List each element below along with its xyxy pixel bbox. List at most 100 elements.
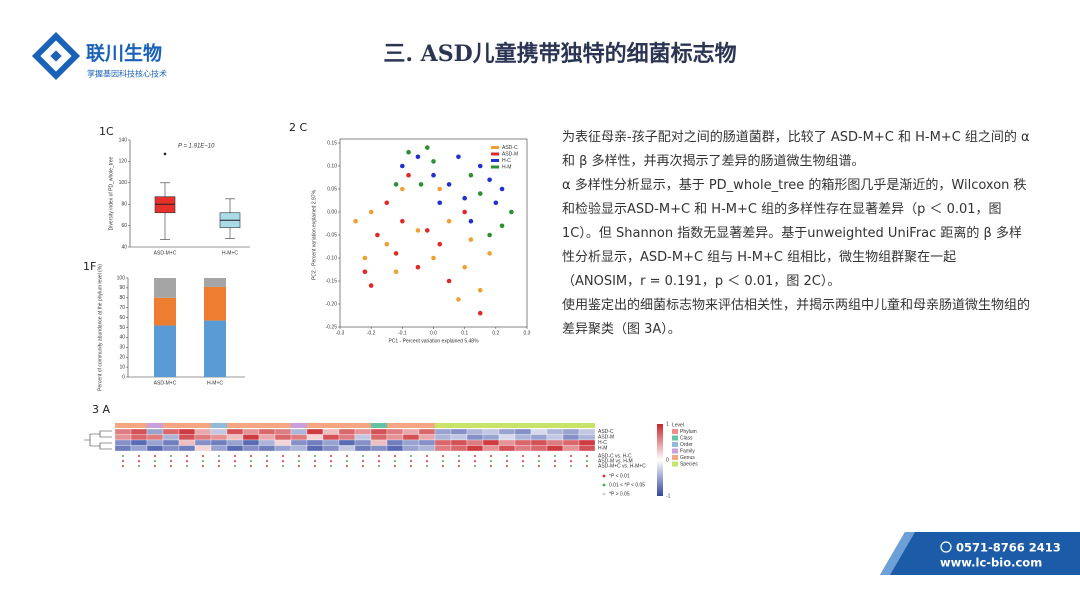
row-label: H-C bbox=[598, 440, 607, 446]
heat-cell bbox=[178, 428, 196, 435]
paragraph: 使用鉴定出的细菌标志物来评估相关性，并揭示两组中儿童和母亲肠道微生物组的差异聚类… bbox=[562, 298, 1031, 337]
level-cell bbox=[195, 423, 211, 428]
heat-cell bbox=[434, 428, 452, 435]
point bbox=[499, 186, 505, 192]
x-tick-label: 0.1 bbox=[461, 330, 468, 336]
legend-swatch bbox=[491, 159, 499, 162]
heat-cell bbox=[434, 439, 452, 446]
heat-cell bbox=[130, 445, 148, 452]
point bbox=[415, 228, 421, 233]
heat-cell bbox=[450, 434, 468, 441]
sig-dot bbox=[330, 455, 332, 457]
point bbox=[487, 232, 492, 238]
heat-cell bbox=[114, 439, 132, 446]
heat-cell bbox=[258, 439, 276, 446]
heat-cell bbox=[338, 428, 356, 435]
heat-cell bbox=[370, 445, 388, 452]
heat-cell bbox=[210, 434, 228, 441]
level-cell bbox=[275, 423, 291, 428]
heat-cell bbox=[402, 434, 420, 441]
heat-cell bbox=[546, 439, 564, 446]
sig-dot bbox=[138, 465, 140, 467]
point bbox=[446, 218, 452, 224]
sig-dot bbox=[202, 460, 204, 462]
heat-cell bbox=[562, 439, 580, 446]
bar-segment bbox=[154, 278, 176, 298]
heat-cell bbox=[546, 428, 564, 435]
sig-dot bbox=[266, 460, 268, 462]
sig-dot bbox=[554, 460, 556, 462]
heat-cell bbox=[482, 445, 500, 452]
y-tick-label: -0.15 bbox=[326, 278, 338, 284]
sig-dot bbox=[234, 465, 236, 467]
bar-segment bbox=[154, 297, 176, 326]
heat-cell bbox=[530, 439, 548, 446]
sig-dot bbox=[490, 465, 492, 467]
heat-cell bbox=[306, 428, 324, 435]
heat-cell bbox=[242, 428, 260, 435]
bar-segment bbox=[154, 325, 176, 377]
y-tick-label: 100 bbox=[117, 275, 126, 281]
level-cell bbox=[115, 423, 131, 428]
heat-cell bbox=[194, 439, 212, 446]
heat-cell bbox=[322, 445, 340, 452]
heat-cell bbox=[498, 428, 516, 435]
legend-label: Order bbox=[680, 442, 693, 448]
heat-cell bbox=[418, 428, 436, 435]
sig-dot bbox=[586, 460, 588, 462]
heat-cell bbox=[418, 434, 436, 441]
footer-stripe bbox=[880, 532, 915, 575]
sig-dot bbox=[426, 465, 428, 467]
point bbox=[431, 172, 436, 178]
heat-cell bbox=[290, 445, 308, 452]
heat-cell bbox=[402, 439, 420, 446]
comparison-label: ASD-M+C vs. H-M+C bbox=[598, 463, 646, 469]
sig-dot bbox=[394, 455, 396, 457]
footer-website: www.lc-bio.com bbox=[940, 556, 1042, 570]
x-tick-label: -0.3 bbox=[336, 330, 345, 336]
point bbox=[362, 269, 368, 275]
y-tick-label: 120 bbox=[119, 159, 128, 165]
y-tick-label: 0.15 bbox=[327, 140, 337, 146]
heat-cell bbox=[370, 434, 388, 441]
heat-cell bbox=[418, 439, 436, 446]
legend-dot bbox=[602, 483, 606, 487]
sig-dot bbox=[266, 465, 268, 467]
heat-cell bbox=[354, 428, 372, 435]
sig-dot bbox=[298, 465, 300, 467]
sig-dot bbox=[234, 455, 236, 457]
heat-cell bbox=[210, 439, 228, 446]
heat-cell bbox=[178, 445, 196, 452]
heat-cell bbox=[114, 434, 132, 441]
row-label: ASD-M bbox=[598, 435, 614, 441]
heat-cell bbox=[162, 445, 180, 452]
sig-dot bbox=[522, 465, 524, 467]
y-tick-label: -0.05 bbox=[326, 232, 338, 238]
legend-label: H-C bbox=[502, 158, 511, 164]
comparison-label: ASD-C vs. H-C bbox=[598, 453, 632, 459]
heat-cell bbox=[162, 439, 180, 446]
point bbox=[468, 237, 474, 242]
sig-dot bbox=[346, 455, 348, 457]
level-cell bbox=[259, 423, 275, 428]
point bbox=[462, 195, 467, 201]
sig-dot bbox=[250, 460, 252, 462]
sig-dot bbox=[202, 455, 204, 457]
colorbar-tick-label: -1 bbox=[666, 493, 671, 499]
x-tick-label: ASD-M+C bbox=[154, 380, 177, 386]
point bbox=[499, 223, 505, 229]
point bbox=[393, 182, 399, 187]
heat-cell bbox=[354, 445, 372, 452]
heat-cell bbox=[322, 428, 340, 435]
legend-label: *P < 0.01 bbox=[609, 473, 630, 479]
heat-cell bbox=[338, 445, 356, 452]
legend-swatch bbox=[672, 429, 678, 434]
legend-label: *P > 0.05 bbox=[609, 491, 630, 497]
panel-label: 1C bbox=[99, 125, 114, 138]
heat-cell bbox=[578, 445, 596, 452]
sig-dot bbox=[202, 465, 204, 467]
heat-cell bbox=[194, 428, 212, 435]
heat-cell bbox=[562, 428, 580, 435]
dendrogram bbox=[84, 430, 112, 450]
sig-dot bbox=[538, 455, 540, 457]
